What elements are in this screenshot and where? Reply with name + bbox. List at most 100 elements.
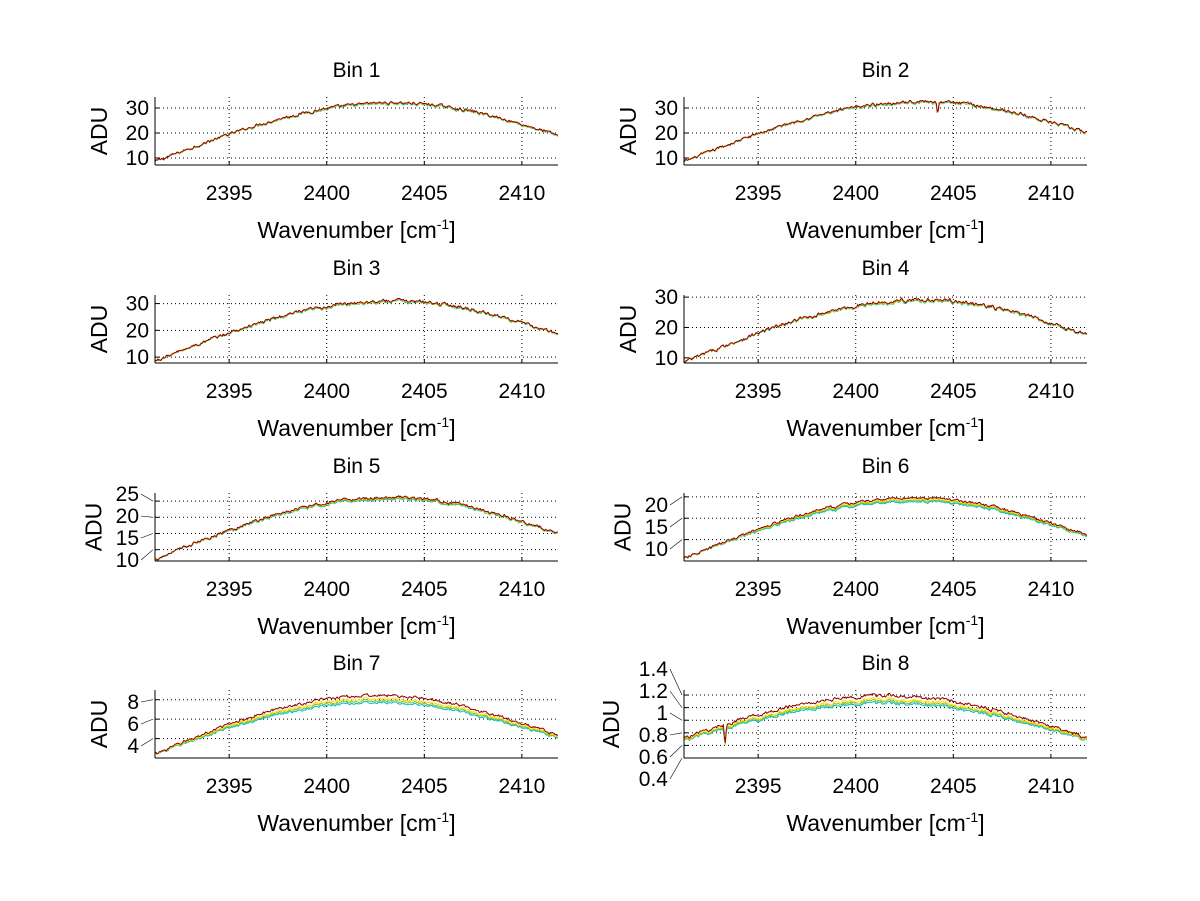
y-tick-label: 15 xyxy=(116,527,139,550)
x-tick-label: 2410 xyxy=(1028,578,1075,601)
x-tick-label: 2410 xyxy=(499,182,546,205)
y-tick-leader xyxy=(669,690,683,708)
y-tick-label: 10 xyxy=(126,147,149,170)
subplot-title: Bin 3 xyxy=(333,257,381,280)
line-series-1 xyxy=(684,700,1087,745)
y-tick-label: 10 xyxy=(655,347,678,370)
x-tick-label: 2410 xyxy=(499,578,546,601)
y-tick-leader xyxy=(669,757,683,780)
x-tick-label: 2395 xyxy=(206,775,253,798)
y-axis-label: ADU xyxy=(86,107,112,156)
line-series-3 xyxy=(155,101,558,163)
x-tick-label: 2400 xyxy=(832,182,879,205)
subplot-title: Bin 6 xyxy=(862,455,910,478)
line-series-2 xyxy=(155,698,558,755)
subplot-title: Bin 4 xyxy=(862,257,910,280)
y-tick-label: 1.2 xyxy=(639,680,668,703)
x-tick-label: 2410 xyxy=(1028,182,1075,205)
y-tick-label: 10 xyxy=(116,549,139,572)
y-tick-leader xyxy=(669,712,683,721)
x-axis-label: Wavenumber [cm-1] xyxy=(786,809,984,836)
y-tick-label: 1.4 xyxy=(639,658,669,681)
x-tick-label: 2410 xyxy=(499,380,546,403)
line-series-1 xyxy=(684,499,1087,559)
x-tick-label: 2395 xyxy=(735,775,782,798)
line-series-4 xyxy=(155,693,558,755)
subplot-bin-7: 2395 2400 2405 2410 864 Bin 7 Wavenumber [cm-1… xyxy=(86,652,558,836)
x-tick-label: 2395 xyxy=(735,182,782,205)
y-tick-leader xyxy=(140,549,154,561)
line-series-2 xyxy=(155,101,558,163)
line-series-3 xyxy=(684,497,1087,559)
line-series-3 xyxy=(155,696,558,755)
x-axis-label: Wavenumber [cm-1] xyxy=(786,414,984,441)
line-series-1 xyxy=(155,700,558,755)
y-tick-leader xyxy=(140,533,154,539)
y-tick-leader xyxy=(669,668,683,696)
y-tick-label: 20 xyxy=(645,494,668,517)
line-series-2 xyxy=(684,698,1087,745)
subplot-bin-3: 2395 2400 2405 2410 30 20 10 Bin 3 Wavenumber [c… xyxy=(86,257,558,441)
x-tick-label: 2405 xyxy=(401,182,448,205)
y-tick-leader xyxy=(140,699,154,703)
line-series-3 xyxy=(684,99,1087,162)
line-series-2 xyxy=(684,498,1087,559)
y-tick-label: 30 xyxy=(126,293,149,316)
x-tick-label: 2405 xyxy=(401,775,448,798)
x-axis-label: Wavenumber [cm-1] xyxy=(257,612,455,639)
y-tick-leader xyxy=(669,732,683,736)
y-tick-leader xyxy=(140,493,154,502)
y-tick-leader xyxy=(140,515,154,518)
y-axis-label: ADU xyxy=(610,503,636,552)
y-axis-label: ADU xyxy=(615,107,641,156)
x-tick-label: 2395 xyxy=(206,380,253,403)
y-tick-label: 20 xyxy=(116,505,139,528)
x-tick-label: 2410 xyxy=(1028,380,1075,403)
x-tick-label: 2400 xyxy=(303,182,350,205)
y-tick-label: 20 xyxy=(655,316,678,339)
y-tick-label: 20 xyxy=(126,122,149,145)
y-tick-label: 30 xyxy=(655,97,678,120)
y-tick-label: 10 xyxy=(126,346,149,369)
subplot-bin-8: 2395 2400 2405 2410 1.41.210.80.60.4 Bin 8 Wav… xyxy=(598,652,1087,836)
x-tick-label: 2395 xyxy=(206,578,253,601)
y-tick-label: 10 xyxy=(655,147,678,170)
y-tick-leader xyxy=(669,539,683,550)
x-tick-label: 2395 xyxy=(206,182,253,205)
x-axis-label: Wavenumber [cm-1] xyxy=(786,612,984,639)
x-tick-label: 2400 xyxy=(832,775,879,798)
y-axis-label: ADU xyxy=(81,503,107,552)
y-axis-label: ADU xyxy=(598,700,624,749)
x-axis-label: Wavenumber [cm-1] xyxy=(257,216,455,243)
subplot-title: Bin 1 xyxy=(333,59,381,82)
y-tick-label: 20 xyxy=(126,319,149,342)
y-tick-label: 15 xyxy=(645,516,668,539)
y-tick-label: 30 xyxy=(126,97,149,120)
subplot-bin-4: 2395 2400 2405 2410 30 20 10 Bin 4 Wavenumber [c… xyxy=(615,257,1087,441)
y-tick-label: 10 xyxy=(645,538,668,561)
y-tick-label: 6 xyxy=(127,713,139,736)
line-series-4 xyxy=(155,495,558,561)
x-axis-label: Wavenumber [cm-1] xyxy=(257,809,455,836)
x-tick-label: 2405 xyxy=(401,380,448,403)
x-tick-label: 2410 xyxy=(1028,775,1075,798)
y-tick-label: 25 xyxy=(116,483,139,506)
x-axis-label: Wavenumber [cm-1] xyxy=(257,414,455,441)
y-tick-leader xyxy=(669,496,683,506)
x-axis-label: Wavenumber [cm-1] xyxy=(786,216,984,243)
line-series-2 xyxy=(684,298,1087,363)
y-tick-leader xyxy=(140,718,154,725)
y-tick-label: 0.6 xyxy=(639,746,668,769)
y-axis-label: ADU xyxy=(615,305,641,354)
x-tick-label: 2405 xyxy=(930,775,977,798)
x-tick-label: 2405 xyxy=(930,182,977,205)
x-tick-label: 2400 xyxy=(303,578,350,601)
line-series-4 xyxy=(684,99,1087,162)
x-tick-label: 2395 xyxy=(735,578,782,601)
x-tick-label: 2405 xyxy=(930,578,977,601)
subplot-title: Bin 2 xyxy=(862,59,910,82)
y-axis-label: ADU xyxy=(86,305,112,354)
